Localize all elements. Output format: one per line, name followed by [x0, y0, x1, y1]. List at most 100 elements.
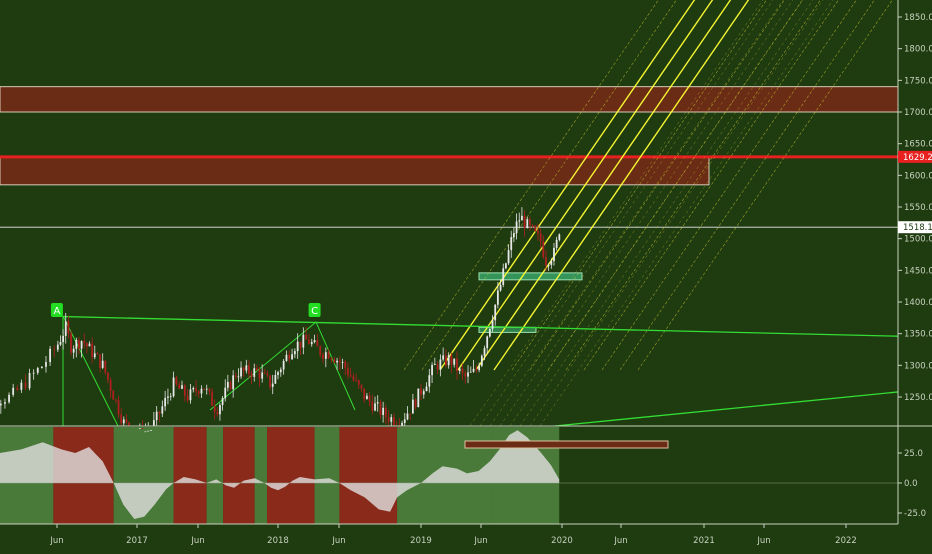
osc-block	[173, 427, 207, 524]
oscillator-pane	[0, 430, 898, 519]
candle-body	[56, 344, 59, 350]
candle-body	[183, 385, 186, 396]
candle-body	[347, 368, 349, 376]
time-tick-label: Jun	[756, 536, 770, 546]
candle-body	[433, 363, 436, 365]
candle-body	[355, 379, 357, 381]
candle-body	[85, 343, 88, 347]
resistance-zone-lower	[0, 155, 710, 186]
candle-body	[445, 355, 447, 366]
pattern-leg-ab	[62, 315, 119, 427]
candle-body	[547, 264, 550, 266]
candle-body	[390, 417, 393, 422]
time-tick-label: Jun	[613, 536, 627, 546]
time-tick-label: 2022	[835, 536, 857, 546]
candle-body	[401, 422, 403, 426]
channel-faint-line	[601, 0, 857, 371]
candle-body	[155, 411, 158, 421]
candle-body	[200, 388, 203, 394]
candle-body	[128, 422, 130, 426]
candle-body	[523, 215, 526, 228]
current-price-badge-label: 1518.1	[903, 223, 932, 233]
candle-body	[107, 372, 109, 381]
candle-body	[499, 284, 502, 291]
candle-body	[494, 304, 497, 321]
candle-body	[229, 382, 232, 390]
candle-body	[411, 399, 414, 414]
pivot-marker	[308, 303, 321, 317]
candle-body	[428, 375, 431, 387]
candle-body	[363, 388, 366, 400]
candle-body	[382, 407, 385, 415]
candle-body	[425, 386, 428, 392]
candle-body	[195, 388, 197, 392]
candle-body	[502, 268, 505, 285]
candle-body	[491, 320, 494, 329]
candle-body	[409, 413, 412, 415]
candle-body	[288, 354, 291, 360]
channel-faint-line	[529, 0, 785, 371]
support-zone-upper	[478, 272, 583, 281]
candle-body	[417, 388, 420, 408]
candle-body	[83, 341, 86, 344]
candle-body	[211, 391, 213, 406]
candle-body	[539, 233, 542, 242]
candle-body	[299, 341, 302, 348]
price-tick-label: 1600.0	[904, 171, 932, 181]
candle-body	[368, 395, 371, 402]
candle-body	[169, 396, 172, 398]
time-tick-label: 2017	[126, 536, 148, 546]
candle-body	[545, 257, 547, 266]
candle-body	[49, 348, 51, 363]
zones	[0, 86, 899, 333]
candle-body	[371, 401, 374, 411]
osc-tick-label: 0.0	[904, 479, 918, 489]
candle-body	[96, 353, 99, 355]
candle-body	[420, 388, 422, 395]
candle-body	[376, 402, 379, 404]
candle-body	[324, 352, 327, 359]
osc-block	[254, 427, 268, 524]
candle-body	[141, 428, 144, 429]
candle-body	[161, 406, 164, 414]
channel-faint-line	[583, 0, 839, 371]
candle-body	[147, 430, 150, 432]
candle-body	[70, 333, 72, 353]
candle-body	[53, 348, 56, 350]
candle-body	[4, 402, 6, 404]
candle-body	[504, 263, 507, 269]
candle-body	[450, 355, 453, 365]
candle-body	[313, 340, 316, 343]
candle-body	[45, 362, 47, 367]
candle-body	[158, 411, 161, 414]
candle-body	[237, 376, 240, 378]
candle-body	[439, 359, 442, 370]
candle-body	[250, 373, 253, 377]
candle-body	[414, 399, 417, 408]
candle-body	[16, 387, 19, 390]
candles	[0, 207, 561, 433]
osc-block	[223, 427, 255, 524]
candle-body	[305, 334, 308, 340]
candle-body	[513, 233, 515, 238]
osc-tick-label: -25.0	[904, 509, 926, 519]
candle-body	[219, 405, 221, 415]
candle-body	[403, 419, 406, 423]
candle-body	[296, 341, 299, 352]
time-axis-bg	[0, 524, 932, 550]
time-tick-label: Jun	[190, 536, 204, 546]
osc-tick-label: 25.0	[904, 449, 923, 459]
candle-body	[458, 368, 461, 372]
time-tick-label: Jun	[49, 536, 63, 546]
candle-body	[475, 368, 478, 371]
current-price-badge	[898, 221, 932, 234]
channel-faint-line	[565, 0, 821, 371]
candle-body	[117, 400, 120, 415]
candle-body	[109, 380, 112, 392]
candle-body	[472, 368, 475, 372]
candle-body	[534, 226, 537, 231]
candle-body	[483, 348, 486, 356]
candle-body	[255, 368, 258, 371]
